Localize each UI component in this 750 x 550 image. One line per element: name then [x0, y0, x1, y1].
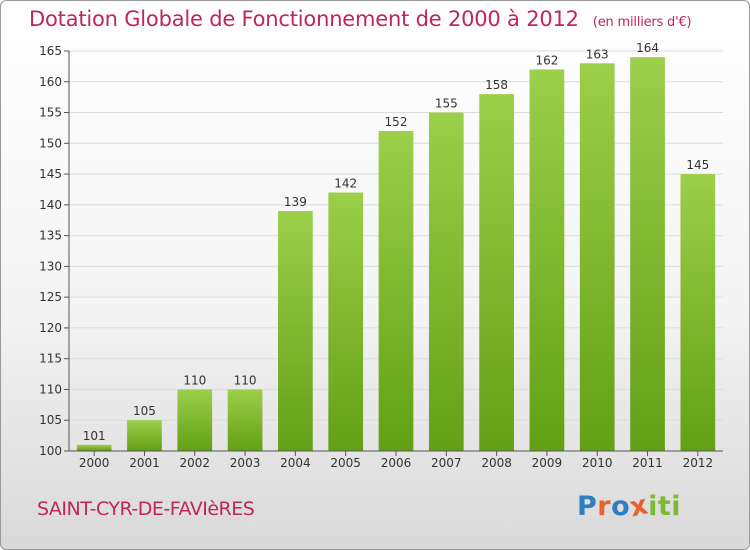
bar-value-label: 163 — [586, 47, 609, 61]
x-tick-label: 2007 — [431, 456, 462, 470]
x-tick-label: 2002 — [179, 456, 210, 470]
y-tick-label: 160 — [39, 75, 62, 89]
y-tick-label: 135 — [39, 229, 62, 243]
x-tick-label: 2009 — [532, 456, 563, 470]
y-tick-label: 110 — [39, 382, 62, 396]
bar-2011 — [630, 57, 665, 452]
bar-value-label: 110 — [183, 373, 206, 387]
bar-2001 — [127, 420, 162, 451]
logo-letter: i — [671, 491, 682, 522]
bar-2012 — [680, 174, 716, 452]
x-tick-label: 2010 — [582, 456, 613, 470]
y-tick-label: 115 — [39, 352, 62, 366]
bar-value-label: 101 — [83, 429, 106, 443]
y-tick-label: 100 — [39, 444, 62, 458]
x-tick-label: 2006 — [381, 456, 412, 470]
logo-letter: P — [577, 491, 598, 522]
bar-2009 — [529, 69, 565, 451]
bar-value-label: 142 — [334, 177, 357, 191]
proxiti-logo: Proxiti — [577, 489, 682, 523]
logo-letter: o — [611, 491, 631, 522]
x-tick-label: 2003 — [230, 456, 261, 470]
bar-2003 — [227, 389, 263, 451]
y-tick-label: 165 — [39, 44, 62, 58]
x-tick-label: 2001 — [129, 456, 160, 470]
bar-value-label: 105 — [133, 404, 156, 418]
x-tick-label: 2000 — [79, 456, 110, 470]
bar-value-label: 139 — [284, 195, 307, 209]
logo-letter: t — [657, 491, 672, 522]
x-tick-label: 2012 — [683, 456, 714, 470]
y-tick-label: 105 — [39, 413, 62, 427]
bar-value-label: 145 — [686, 158, 709, 172]
x-tick-label: 2005 — [330, 456, 361, 470]
chart-unit: (en milliers d'€) — [592, 15, 692, 30]
chart-title-text: Dotation Globale de Fonctionnement de 20… — [29, 7, 579, 31]
bar-value-label: 152 — [385, 115, 408, 129]
bar-2000 — [76, 444, 112, 451]
axes: 100 105 110 115 120 125 130 135 140 145 150 155 160 1… — [39, 44, 723, 470]
bar-value-label: 110 — [234, 373, 257, 387]
bar-2005 — [328, 192, 364, 452]
bar-value-label: 158 — [485, 78, 508, 92]
logo-letter: r — [597, 491, 612, 522]
y-tick-label: 120 — [39, 321, 62, 335]
x-tick-label: 2004 — [280, 456, 311, 470]
bar-value-label: 164 — [636, 41, 659, 55]
bar-value-label: 155 — [435, 97, 458, 111]
bars: 101 105 110 110 139 142 152 155 158 162 163 164 145 — [76, 41, 716, 452]
bar-2006 — [378, 131, 414, 451]
y-tick-label: 145 — [39, 167, 62, 181]
bar-2004 — [278, 211, 313, 451]
bar-2010 — [579, 63, 615, 452]
x-tick-label: 2008 — [481, 456, 512, 470]
logo-letter: i — [648, 491, 658, 522]
bar-2008 — [479, 94, 514, 452]
y-tick-label: 155 — [39, 106, 62, 120]
commune-name: SAINT-CYR-DE-FAVIèRES — [37, 498, 255, 520]
y-tick-label: 130 — [39, 259, 62, 273]
bar-2007 — [428, 112, 464, 452]
y-tick-label: 125 — [39, 290, 62, 304]
y-tick-label: 150 — [39, 136, 62, 150]
chart-title: Dotation Globale de Fonctionnement de 20… — [29, 7, 692, 31]
x-tick-label: 2011 — [632, 456, 663, 470]
bar-value-label: 162 — [535, 53, 558, 67]
y-tick-label: 140 — [39, 198, 62, 212]
bar-2002 — [177, 389, 213, 451]
